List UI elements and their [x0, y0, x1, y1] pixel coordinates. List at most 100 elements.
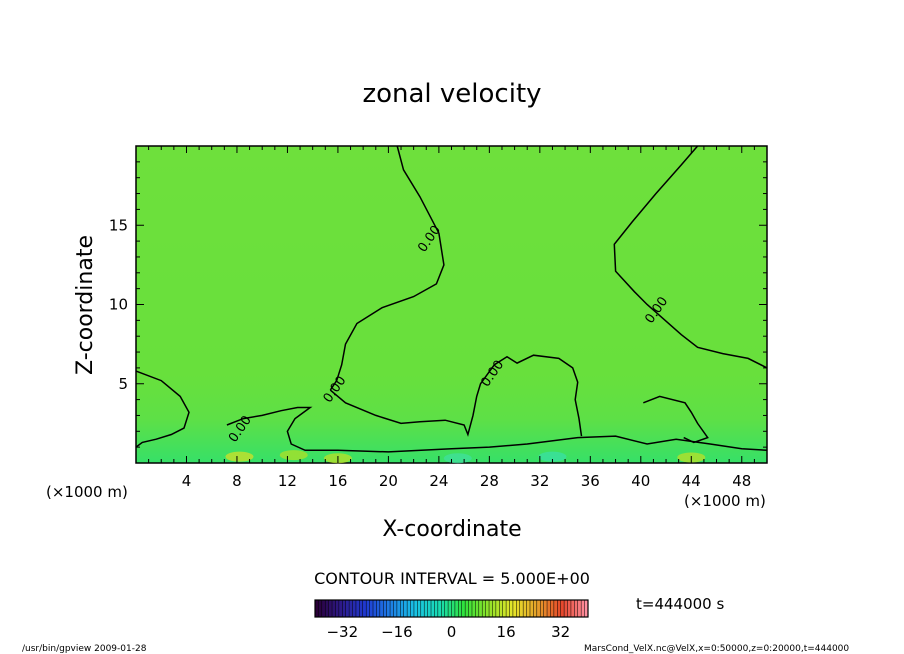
contour-line [226, 406, 768, 453]
colorbar-cell [577, 600, 582, 617]
colorbar-tick-label: −16 [381, 623, 413, 641]
colorbar-cell [509, 600, 514, 617]
footer-right: MarsCond_VelX.nc@VelX,x=0:50000,z=0:2000… [584, 644, 849, 654]
colorbar-tick-label: 0 [447, 623, 457, 641]
plot-area [135, 145, 768, 464]
colorbar-cell [315, 600, 319, 617]
colorbar-cell [547, 600, 551, 617]
x-tick-label: 48 [732, 472, 751, 490]
footer-left: /usr/bin/gpview 2009-01-28 [22, 644, 147, 654]
x-tick-label: 36 [581, 472, 600, 490]
y-tick-label: 5 [118, 375, 128, 393]
colorbar-cell [390, 600, 394, 617]
colorbar-cell [338, 600, 343, 617]
colorbar-cell [516, 600, 520, 617]
colorbar-cell [396, 600, 401, 617]
colorbar-cell [581, 600, 585, 617]
colorbar-cell [386, 600, 391, 617]
colorbar-cell [321, 600, 326, 617]
colorbar-cell [471, 600, 476, 617]
colorbar-cell [335, 600, 340, 617]
y-tick-label: 10 [109, 296, 128, 314]
contour-interval-text: CONTOUR INTERVAL = 5.000E+00 [314, 569, 590, 588]
contour-line [329, 354, 583, 437]
contour-line [613, 145, 768, 369]
contour-line [135, 370, 190, 448]
colorbar-cell [332, 600, 336, 617]
colorbar-cell [403, 600, 408, 617]
colorbar-cell [512, 600, 517, 617]
colorbar-cell [359, 600, 363, 617]
colorbar-cell [410, 600, 415, 617]
y-axis-label: Z-coordinate [73, 235, 98, 375]
colorbar-cell [564, 600, 568, 617]
colorbar-cell [393, 600, 398, 617]
colorbar-cell [349, 600, 353, 617]
colorbar-cell [550, 600, 555, 617]
colorbar-cell [489, 600, 493, 617]
x-tick-label: 20 [379, 472, 398, 490]
x-axis-ticks: 4 8 12 16 20 24 28 32 36 40 44 48 [148, 146, 755, 490]
colorbar-cell [506, 600, 510, 617]
colorbar-cell [482, 600, 486, 617]
time-text: t=444000 s [636, 595, 724, 613]
y-axis-ticks: 5 10 15 [109, 161, 767, 448]
colorbar-cell [492, 600, 497, 617]
colorbar-cell [526, 600, 531, 617]
colorbar-cell [345, 600, 350, 617]
colorbar-cell [458, 600, 462, 617]
colorbar-cell [434, 600, 439, 617]
colorbar-cell [478, 600, 483, 617]
colorbar-cell [540, 600, 544, 617]
colorbar-cell [574, 600, 578, 617]
contour-line [643, 395, 709, 444]
field-shading [225, 450, 706, 464]
colorbar-cell [417, 600, 421, 617]
colorbar-cell [373, 600, 377, 617]
colorbar-cell [427, 600, 432, 617]
x-tick-label: 24 [429, 472, 448, 490]
colorbar-cell [318, 600, 323, 617]
colorbar-cell [362, 600, 367, 617]
colorbar-cell [495, 600, 500, 617]
x-axis-label: X-coordinate [382, 517, 521, 542]
colorbar-cell [379, 600, 384, 617]
colorbar-cell [502, 600, 507, 617]
colorbar-cell [328, 600, 333, 617]
colorbar-cell [529, 600, 534, 617]
colorbar-cell [352, 600, 357, 617]
colorbar-cell [407, 600, 411, 617]
chart-title: zonal velocity [362, 79, 541, 109]
colorbar-cell [437, 600, 442, 617]
x-tick-label: 4 [182, 472, 192, 490]
colorbar-cell [567, 600, 572, 617]
colorbar [314, 599, 589, 618]
colorbar-cell [342, 600, 346, 617]
colorbar-cell [523, 600, 527, 617]
x-tick-label: 12 [278, 472, 297, 490]
colorbar-cell [519, 600, 524, 617]
colorbar-cell [366, 600, 370, 617]
colorbar-cell [475, 600, 479, 617]
colorbar-cell [448, 600, 452, 617]
shading-blob [443, 453, 472, 464]
colorbar-cell [499, 600, 503, 617]
colorbar-cell [325, 600, 329, 617]
shading-blob [538, 451, 567, 462]
colorbar-cell [355, 600, 360, 617]
colorbar-cell [383, 600, 387, 617]
contour-line [329, 145, 445, 391]
colorbar-cell [543, 600, 548, 617]
colorbar-cell [570, 600, 575, 617]
colorbar-cell [553, 600, 558, 617]
x-tick-label: 32 [530, 472, 549, 490]
colorbar-cell [468, 600, 473, 617]
colorbar-cell [369, 600, 374, 617]
colorbar-cell [431, 600, 435, 617]
colorbar-tick-label: 16 [497, 623, 516, 641]
colorbar-cell [444, 600, 449, 617]
colorbar-cell [560, 600, 565, 617]
x-axis-unit-left: (×1000 m) [46, 483, 128, 501]
colorbar-cell [536, 600, 541, 617]
